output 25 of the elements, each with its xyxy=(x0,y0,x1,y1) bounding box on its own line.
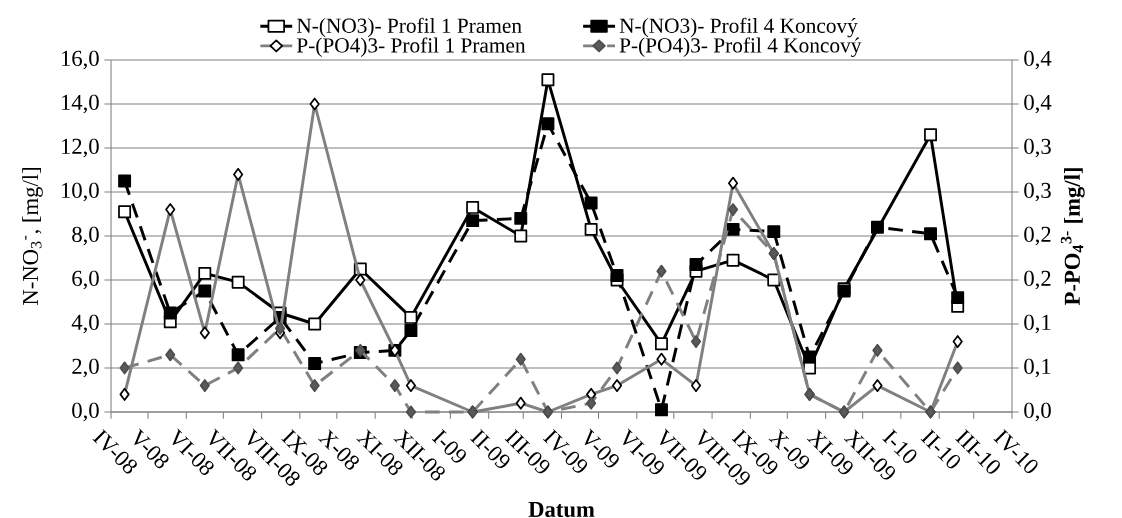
y-tick-label: 4,0 xyxy=(71,314,99,334)
y-tick-label: 0,0 xyxy=(72,402,99,422)
y-tick-label: 14,0 xyxy=(61,94,99,114)
y-axis-title: N-NO$_{3}$$^{-}$, [mg/l] xyxy=(22,168,43,305)
y2-tick-label: 0,0 xyxy=(1024,402,1051,422)
y-tick-label: 10,0 xyxy=(61,182,99,202)
y2-tick-label: 0,1 xyxy=(1024,314,1051,334)
y2-tick-label: 0,2 xyxy=(1024,226,1051,246)
y-tick-label: 6,0 xyxy=(72,270,99,290)
y-tick-label: 2,0 xyxy=(72,358,99,378)
legend-label: N-(NO3)- Profil 4 Koncový xyxy=(619,17,858,38)
y-tick-label: 16,0 xyxy=(61,50,99,70)
legend-label: P-(PO4)3- Profil 1 Pramen xyxy=(296,37,526,57)
y2-axis-title: P-PO$_{4}$$^{3-}$ [mg/l] xyxy=(1060,168,1085,306)
y2-tick-label: 0,4 xyxy=(1024,94,1052,114)
legend-label: P-(PO4)3- Profil 4 Koncový xyxy=(619,37,862,57)
y2-tick-label: 0,3 xyxy=(1024,138,1051,158)
y2-tick-label: 0,4 xyxy=(1024,50,1052,70)
y2-tick-label: 0,2 xyxy=(1024,270,1051,290)
x-axis-title: Datum xyxy=(528,502,595,518)
y2-tick-label: 0,3 xyxy=(1024,182,1051,202)
y-tick-label: 12,0 xyxy=(61,138,99,158)
y2-tick-label: 0,1 xyxy=(1024,358,1051,378)
y-tick-label: 8,0 xyxy=(72,226,99,246)
legend-label: N-(NO3)- Profil 1 Pramen xyxy=(296,17,522,38)
